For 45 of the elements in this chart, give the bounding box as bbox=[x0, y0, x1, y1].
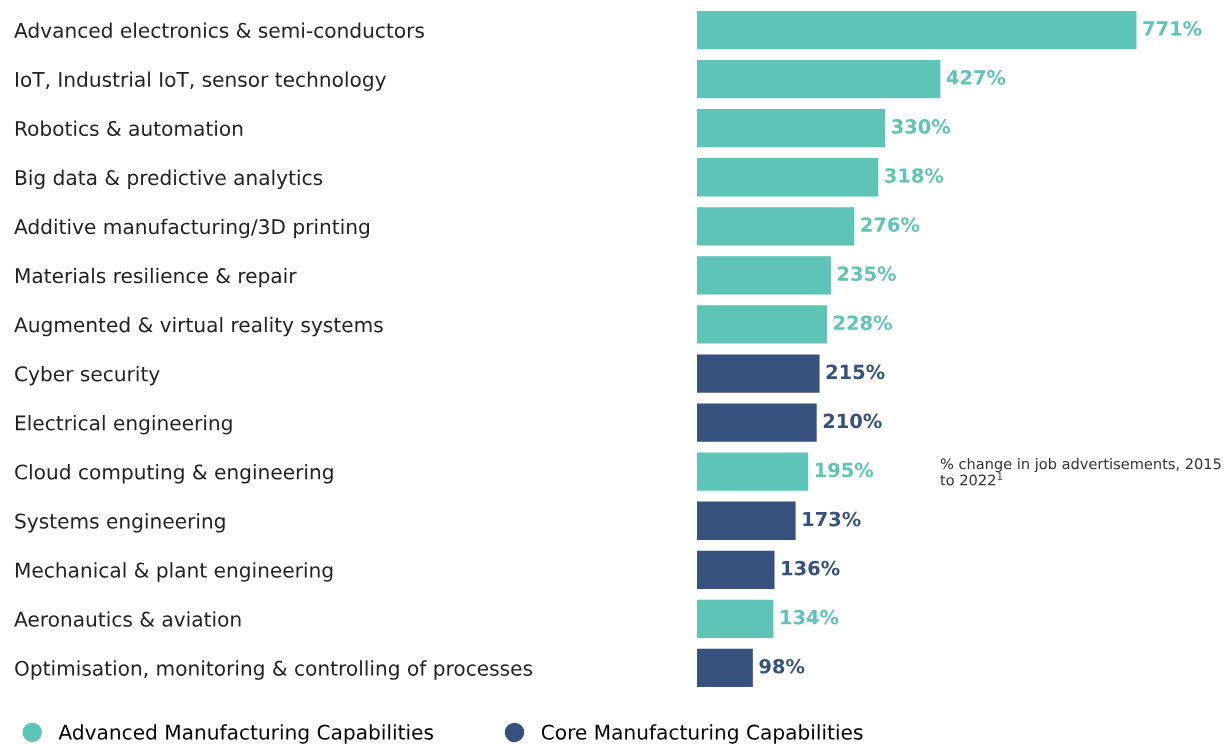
data-label: 276% bbox=[861, 217, 920, 232]
data-label: 771% bbox=[1143, 20, 1202, 36]
bar bbox=[697, 256, 831, 295]
data-label: 98% bbox=[759, 658, 805, 674]
data-label: 215% bbox=[826, 364, 885, 380]
bar bbox=[697, 648, 753, 688]
data-label: 195% bbox=[815, 462, 874, 478]
legend-label: Advanced Manufacturing Capabilities bbox=[58, 724, 433, 744]
bar bbox=[697, 109, 886, 148]
y-tick-label: Mechanical & plant engineering bbox=[15, 562, 333, 582]
bar bbox=[697, 403, 817, 442]
bar bbox=[697, 354, 820, 393]
y-tick-label: Advanced electronics & semi-conductors bbox=[14, 22, 424, 38]
bar bbox=[697, 207, 855, 246]
data-label: 318% bbox=[885, 168, 944, 183]
data-label: 210% bbox=[823, 413, 882, 429]
bar bbox=[697, 305, 827, 344]
bar bbox=[697, 550, 775, 589]
y-tick-label: Optimisation, monitoring & controlling of processes bbox=[15, 660, 533, 680]
y-tick-label: Cloud computing & engineering bbox=[15, 464, 333, 484]
data-label: 427% bbox=[946, 70, 1006, 85]
bar bbox=[697, 158, 879, 197]
bar bbox=[697, 59, 941, 99]
y-tick-label: Augmented & virtual reality systems bbox=[14, 316, 383, 337]
y-tick-label: IoT, Industrial IoT, sensor technology bbox=[15, 71, 386, 91]
data-label: 134% bbox=[781, 609, 839, 625]
data-label: 136% bbox=[782, 560, 840, 576]
data-label: 235% bbox=[838, 266, 896, 282]
bar bbox=[697, 599, 774, 639]
bar bbox=[697, 452, 809, 491]
legend-label: Core Manufacturing Capabilities bbox=[541, 724, 863, 744]
y-tick-label: Robotics & automation bbox=[15, 120, 243, 137]
y-tick-label: Systems engineering bbox=[15, 513, 225, 533]
data-label: 330% bbox=[891, 119, 951, 134]
data-label: 228% bbox=[834, 315, 892, 331]
y-tick-label: Additive manufacturing/3D printing bbox=[14, 218, 369, 239]
y-tick-label: Aeronautics & aviation bbox=[14, 611, 241, 627]
bar bbox=[697, 10, 1137, 50]
y-tick-label: Big data & predictive analytics bbox=[15, 169, 323, 190]
y-tick-label: Materials resilience & repair bbox=[15, 267, 297, 288]
data-label: 173% bbox=[803, 511, 861, 527]
bar bbox=[697, 501, 796, 540]
y-tick-label: Electrical engineering bbox=[15, 414, 232, 435]
annotation: % change in job advertisements, 2015 to 2022$^{1}$ bbox=[940, 458, 1221, 486]
y-tick-label: Cyber security bbox=[15, 365, 160, 386]
